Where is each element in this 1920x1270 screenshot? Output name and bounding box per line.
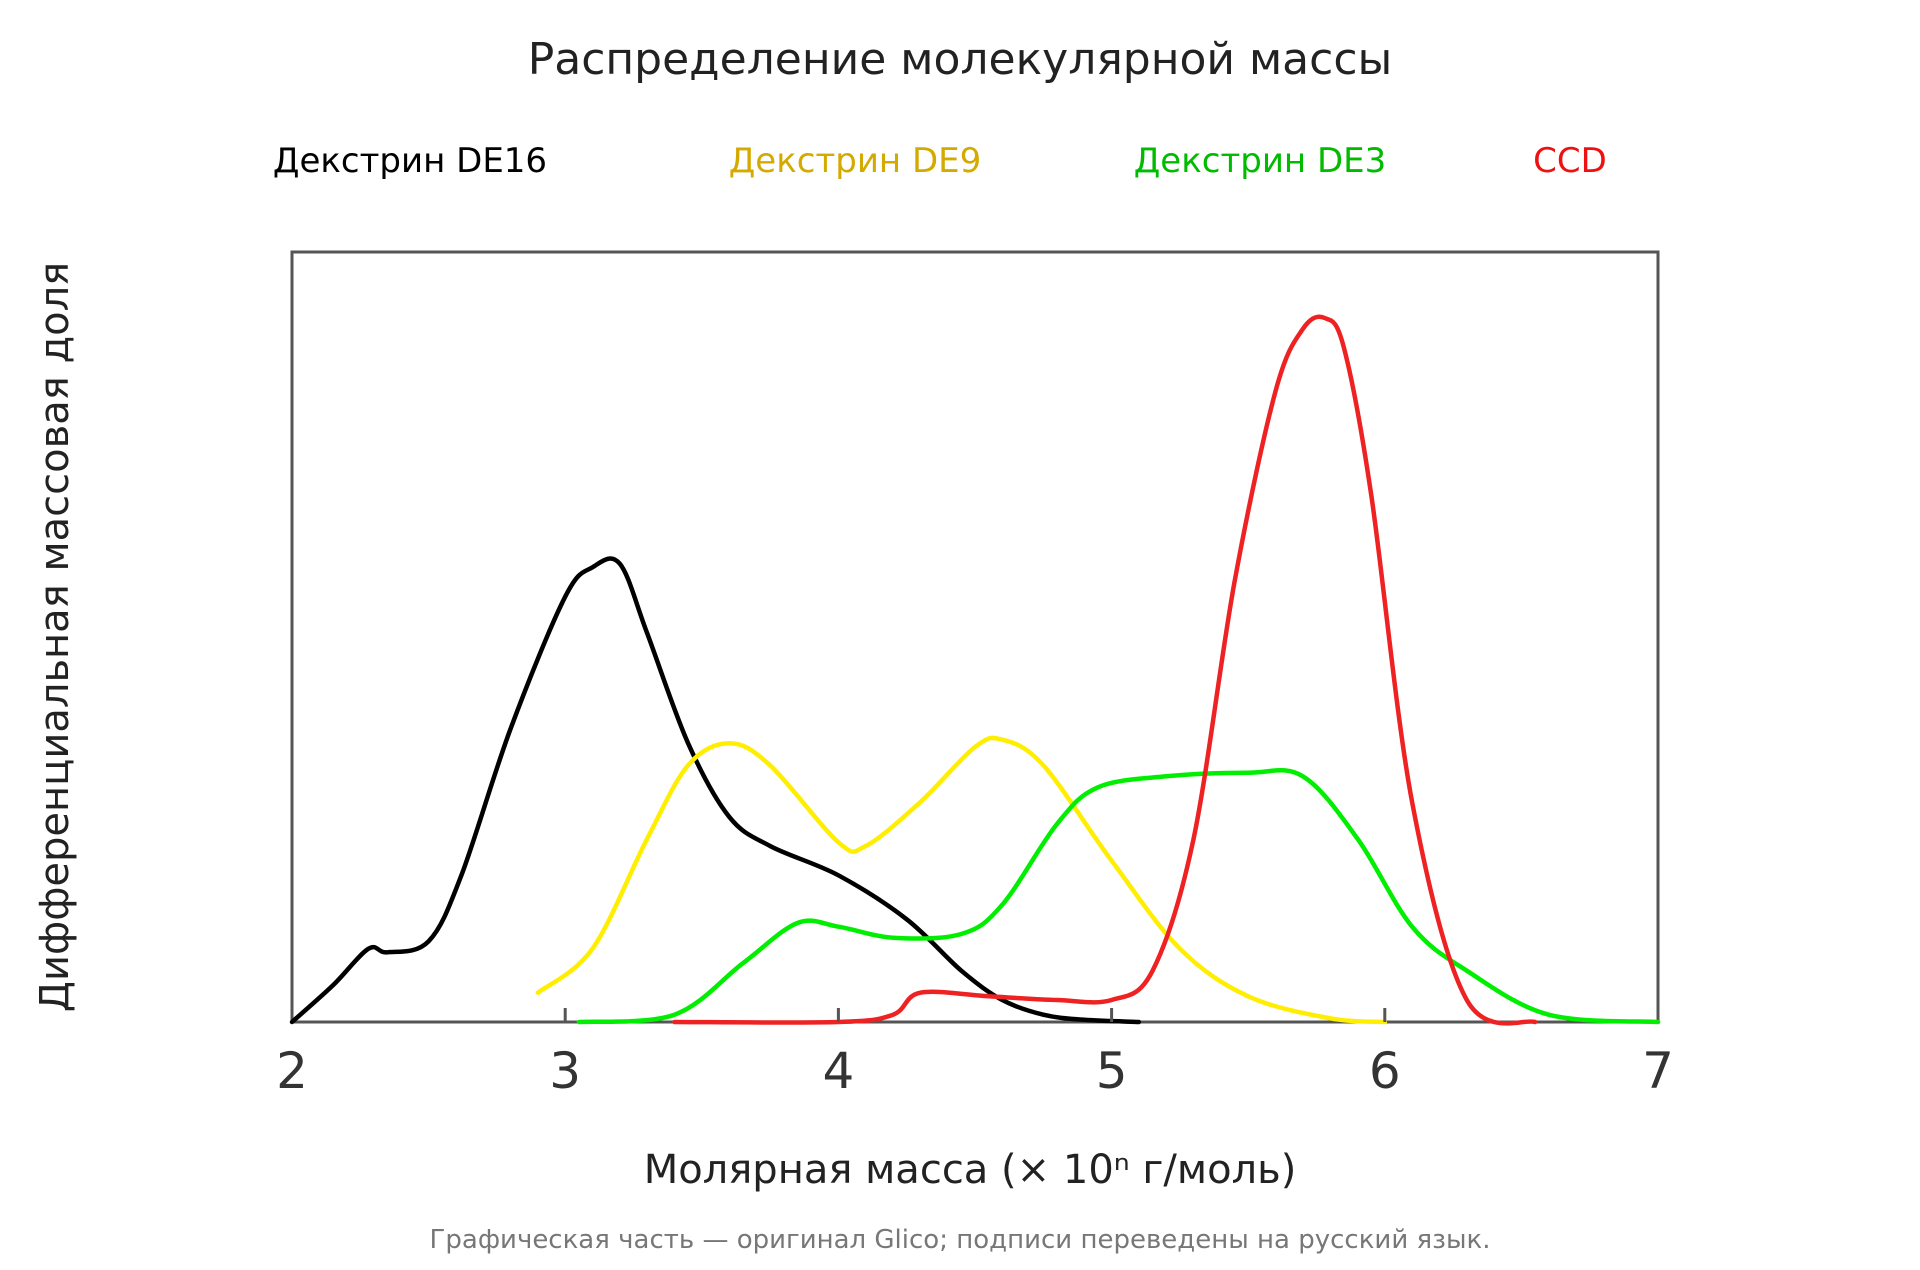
- x-tick-label: 4: [822, 1042, 854, 1100]
- legend-item-4: CCD: [1533, 141, 1607, 181]
- legend-item-2: Декстрин DE9: [729, 141, 982, 181]
- chart-title: Распределение молекулярной массы: [528, 34, 1393, 85]
- series-line-1: [289, 556, 1142, 1025]
- footnote: Графическая часть — оригинал Glico; подп…: [430, 1225, 1491, 1255]
- x-axis: 2 3 4 5 6 7: [276, 1008, 1674, 1100]
- legend: Декстрин DE16 Декстрин DE9 Декстрин DE3 CCD: [273, 141, 1607, 181]
- series-line-4: [672, 314, 1538, 1026]
- x-tick-label: 7: [1642, 1042, 1674, 1100]
- x-tick-label: 6: [1369, 1042, 1401, 1100]
- series-line-2: [535, 735, 1388, 1025]
- series-layer: [289, 314, 1661, 1026]
- y-axis-label: Дифференциальная массовая доля: [32, 262, 78, 1013]
- x-tick-label: 5: [1096, 1042, 1128, 1100]
- legend-item-3: Декстрин DE3: [1134, 141, 1387, 181]
- x-tick-label: 2: [276, 1042, 308, 1100]
- x-tick-label: 3: [549, 1042, 581, 1100]
- x-axis-label: Молярная масса (× 10ⁿ г/моль): [644, 1147, 1297, 1193]
- series-line-3: [576, 768, 1661, 1025]
- legend-item-1: Декстрин DE16: [273, 141, 547, 181]
- plot-frame: [290, 250, 1660, 1024]
